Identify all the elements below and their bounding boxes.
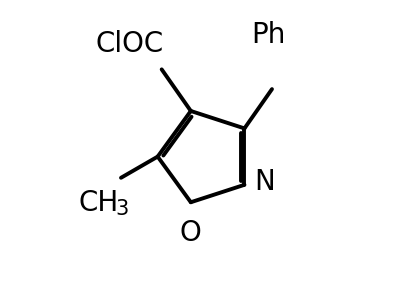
Text: N: N <box>254 168 275 196</box>
Text: CH: CH <box>79 189 119 217</box>
Text: Ph: Ph <box>251 21 285 49</box>
Text: 3: 3 <box>115 199 128 219</box>
Text: ClOC: ClOC <box>96 30 164 58</box>
Text: O: O <box>180 219 202 247</box>
